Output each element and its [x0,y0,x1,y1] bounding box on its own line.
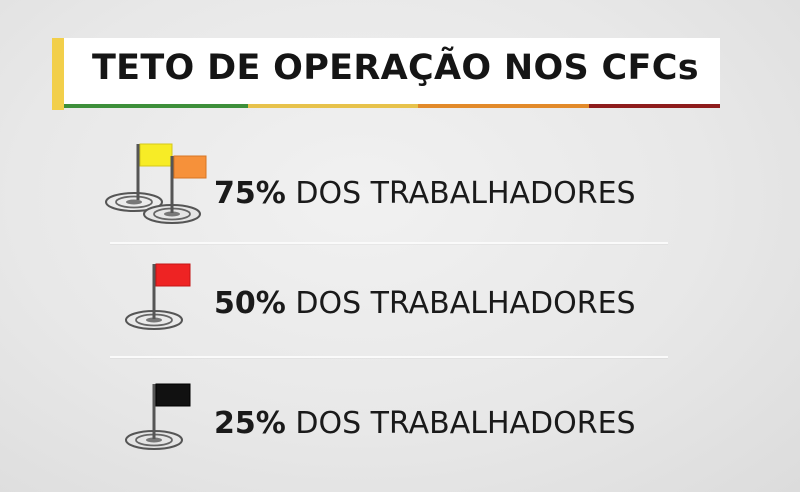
title-accent-bar [52,38,64,110]
stripe-darkred [588,104,720,108]
row-text: 25% DOS TRABALHADORES [214,406,636,441]
divider [110,242,668,244]
yellow-orange-flags-icon [105,143,207,224]
list-item: 75% DOS TRABALHADORES [100,136,700,236]
row-text: 75% DOS TRABALHADORES [214,176,636,211]
row-percent: 75% [214,176,286,211]
title-color-stripe [64,104,720,108]
row-percent: 50% [214,286,286,321]
row-text: 50% DOS TRABALHADORES [214,286,636,321]
red-flag-icon [125,263,191,330]
list-item: 25% DOS TRABALHADORES [100,376,700,476]
title-banner: TETO DE OPERAÇÃO NOS CFCs [52,38,720,110]
stripe-yellow [247,104,419,108]
title-box: TETO DE OPERAÇÃO NOS CFCs [64,38,720,104]
row-label: DOS TRABALHADORES [295,176,636,211]
black-flag-icon [125,383,191,450]
row-percent: 25% [214,406,286,441]
divider [110,356,668,358]
orange-flag-icon [173,155,207,179]
stripe-green [64,104,248,108]
yellow-flag-icon [139,143,173,167]
list-item: 50% DOS TRABALHADORES [100,256,700,356]
row-label: DOS TRABALHADORES [295,406,636,441]
row-label: DOS TRABALHADORES [295,286,636,321]
page-title: TETO DE OPERAÇÃO NOS CFCs [92,48,699,88]
stripe-orange [418,104,589,108]
